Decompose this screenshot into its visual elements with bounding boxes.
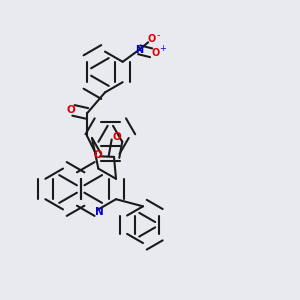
Text: N: N bbox=[135, 45, 143, 55]
Text: -: - bbox=[156, 30, 160, 40]
Text: +: + bbox=[159, 44, 166, 53]
Text: N: N bbox=[95, 207, 104, 217]
Text: O: O bbox=[147, 34, 155, 44]
Text: O: O bbox=[66, 105, 75, 116]
Text: O: O bbox=[112, 132, 122, 142]
Text: O: O bbox=[152, 48, 160, 58]
Text: O: O bbox=[93, 150, 102, 161]
